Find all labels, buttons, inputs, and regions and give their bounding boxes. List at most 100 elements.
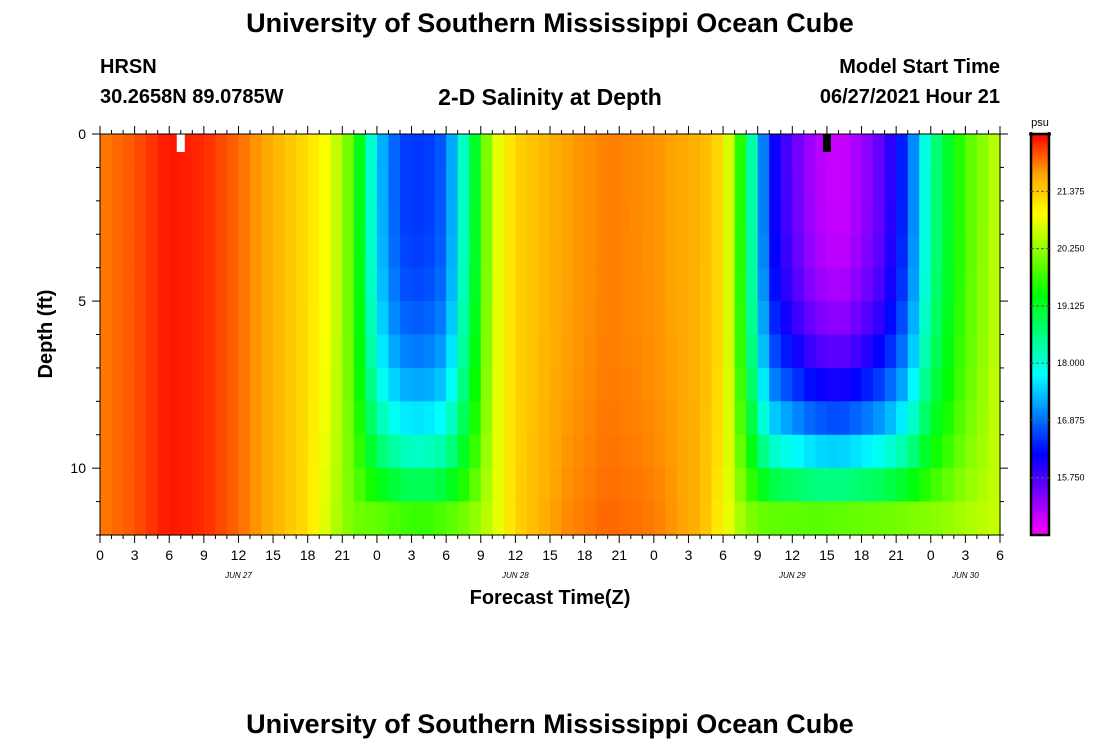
heatmap-cell xyxy=(296,334,309,369)
heatmap-cell xyxy=(919,200,932,235)
heatmap-cell xyxy=(919,468,932,503)
heatmap-cell xyxy=(319,134,332,169)
heatmap-cell xyxy=(919,234,932,269)
heatmap-cell xyxy=(896,501,909,536)
heatmap-cell xyxy=(180,401,193,436)
heatmap-cell xyxy=(896,234,909,269)
colorbar-unit: psu xyxy=(1031,117,1049,129)
heatmap-cell xyxy=(884,501,897,536)
heatmap-cell xyxy=(930,468,943,503)
heatmap-cell xyxy=(850,367,863,402)
heatmap-cell xyxy=(261,234,274,269)
heatmap-cell xyxy=(261,334,274,369)
heatmap-cell xyxy=(873,501,886,536)
heatmap-cell xyxy=(457,200,470,235)
heatmap-cell xyxy=(538,200,551,235)
heatmap-cell xyxy=(100,200,113,235)
heatmap-cell xyxy=(780,134,793,169)
heatmap-cell xyxy=(526,167,540,202)
heatmap-cell xyxy=(400,367,413,402)
heatmap-cell xyxy=(157,301,170,336)
heatmap-cell xyxy=(273,301,286,336)
heatmap-cell xyxy=(388,301,401,336)
x-tick-label: 0 xyxy=(373,547,381,563)
heatmap-cell xyxy=(376,401,390,436)
heatmap-cell xyxy=(284,234,297,269)
heatmap-cell xyxy=(411,200,424,235)
heatmap-cell xyxy=(238,367,251,402)
heatmap-cell xyxy=(342,501,355,536)
heatmap-cell xyxy=(630,267,643,302)
heatmap-cell xyxy=(780,401,793,436)
heatmap-cell xyxy=(469,334,482,369)
heatmap-cell xyxy=(769,468,782,503)
heatmap-cell xyxy=(319,401,332,436)
heatmap-cell xyxy=(192,167,205,202)
heatmap-cell xyxy=(700,434,713,469)
heatmap-cell xyxy=(919,401,932,436)
heatmap-cell xyxy=(607,401,620,436)
heatmap-cell xyxy=(503,234,516,269)
heatmap-cell xyxy=(792,401,805,436)
heatmap-cell xyxy=(884,234,897,269)
heatmap-cell xyxy=(919,434,932,469)
heatmap-cell xyxy=(976,301,990,336)
heatmap-cell xyxy=(111,301,124,336)
heatmap-cell xyxy=(688,200,701,235)
heatmap-cell xyxy=(873,401,886,436)
heatmap-cell xyxy=(457,134,470,169)
heatmap-cell xyxy=(423,401,436,436)
heatmap-cell xyxy=(146,167,159,202)
y-tick-label: 5 xyxy=(78,293,86,309)
heatmap-cell xyxy=(873,200,886,235)
heatmap-cell xyxy=(826,501,840,536)
heatmap-cell xyxy=(226,267,240,302)
heatmap-cell xyxy=(907,234,920,269)
heatmap-cell xyxy=(284,267,297,302)
heatmap-cell xyxy=(619,367,632,402)
heatmap-cell xyxy=(573,434,586,469)
heatmap-cell xyxy=(492,401,505,436)
heatmap-cell xyxy=(296,134,309,169)
heatmap-cell xyxy=(550,267,563,302)
heatmap-cell xyxy=(411,301,424,336)
heatmap-cell xyxy=(607,167,620,202)
heatmap-cell xyxy=(169,501,182,536)
heatmap-cell xyxy=(688,167,701,202)
heatmap-cell xyxy=(469,267,482,302)
heatmap-cell xyxy=(203,267,216,302)
heatmap-cell xyxy=(976,501,990,536)
heatmap-cell xyxy=(307,234,320,269)
heatmap-cell xyxy=(861,501,874,536)
heatmap-cell xyxy=(953,334,966,369)
heatmap-cell xyxy=(896,200,909,235)
heatmap-cell xyxy=(561,501,574,536)
heatmap-cell xyxy=(596,200,609,235)
heatmap-cell xyxy=(953,267,966,302)
heatmap-cell xyxy=(434,501,447,536)
heatmap-cell xyxy=(769,200,782,235)
heatmap-cell xyxy=(711,334,724,369)
heatmap-cell xyxy=(284,434,297,469)
station-name: HRSN xyxy=(100,56,157,78)
heatmap-cell xyxy=(446,234,459,269)
heatmap-cell xyxy=(353,167,366,202)
heatmap-cell xyxy=(111,468,124,503)
heatmap-cell xyxy=(769,334,782,369)
heatmap-cell xyxy=(873,434,886,469)
heatmap-cell xyxy=(307,267,320,302)
heatmap-cell xyxy=(307,200,320,235)
heatmap-cell xyxy=(515,367,528,402)
heatmap-cell xyxy=(988,234,1001,269)
heatmap-cells xyxy=(100,134,1001,536)
heatmap-cell xyxy=(434,200,447,235)
heatmap-cell xyxy=(400,267,413,302)
heatmap-cell xyxy=(896,334,909,369)
heatmap-cell xyxy=(423,434,436,469)
heatmap-cell xyxy=(526,234,540,269)
heatmap-cell xyxy=(330,501,343,536)
heatmap-cell xyxy=(296,200,309,235)
heatmap-cell xyxy=(423,468,436,503)
heatmap-cell xyxy=(953,167,966,202)
heatmap-cell xyxy=(261,267,274,302)
